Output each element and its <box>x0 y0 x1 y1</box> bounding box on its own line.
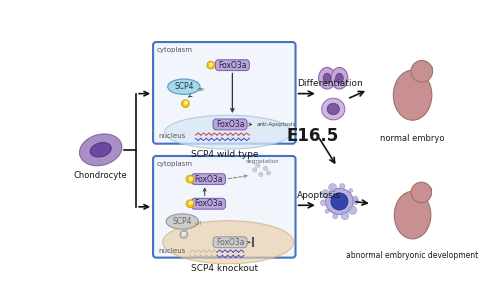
Text: Differentiation: Differentiation <box>297 79 363 88</box>
Circle shape <box>320 200 326 206</box>
FancyBboxPatch shape <box>213 237 247 248</box>
Ellipse shape <box>426 66 432 71</box>
Text: on: on <box>198 86 204 91</box>
Ellipse shape <box>80 134 122 166</box>
Ellipse shape <box>164 115 292 149</box>
Text: SCP4: SCP4 <box>174 82 194 91</box>
Ellipse shape <box>166 214 198 229</box>
Ellipse shape <box>318 68 336 89</box>
Text: FoxO3a: FoxO3a <box>216 238 244 247</box>
Circle shape <box>252 168 257 172</box>
Ellipse shape <box>394 70 432 120</box>
Ellipse shape <box>326 188 353 214</box>
Circle shape <box>349 189 353 193</box>
Text: abnormal embryonic development: abnormal embryonic development <box>346 251 478 260</box>
Text: P: P <box>188 177 192 181</box>
Text: FoxO3a: FoxO3a <box>218 61 246 70</box>
Circle shape <box>328 184 336 191</box>
Ellipse shape <box>331 193 348 210</box>
Text: degradation: degradation <box>246 159 279 164</box>
Ellipse shape <box>411 182 432 203</box>
Ellipse shape <box>168 79 200 94</box>
Text: cytoplasm: cytoplasm <box>157 47 193 53</box>
Text: P: P <box>182 232 186 237</box>
Circle shape <box>322 190 330 198</box>
Text: P: P <box>209 62 213 68</box>
Circle shape <box>352 198 358 205</box>
Circle shape <box>264 166 268 170</box>
Text: Apoptosis: Apoptosis <box>297 191 341 200</box>
Text: anti-Apoptosis: anti-Apoptosis <box>257 122 296 127</box>
FancyBboxPatch shape <box>192 198 226 209</box>
Text: SCP4 knockout: SCP4 knockout <box>190 264 258 273</box>
Circle shape <box>325 209 329 213</box>
Text: E16.5: E16.5 <box>286 127 339 145</box>
Text: FoxO3a: FoxO3a <box>216 120 244 129</box>
Text: Chondrocyte: Chondrocyte <box>74 171 128 180</box>
Circle shape <box>182 100 190 107</box>
Text: FoxO3a: FoxO3a <box>194 199 223 208</box>
Ellipse shape <box>90 143 112 157</box>
FancyBboxPatch shape <box>153 42 296 144</box>
Circle shape <box>266 171 270 175</box>
Text: nucleus: nucleus <box>158 133 186 139</box>
Circle shape <box>341 212 349 220</box>
FancyBboxPatch shape <box>192 174 226 184</box>
Ellipse shape <box>162 221 294 264</box>
Text: P: P <box>184 101 188 106</box>
FancyBboxPatch shape <box>153 156 296 258</box>
Circle shape <box>256 163 260 167</box>
Ellipse shape <box>394 191 431 239</box>
Ellipse shape <box>331 68 348 89</box>
Text: cytoplasm: cytoplasm <box>157 161 193 167</box>
Circle shape <box>332 214 338 219</box>
Circle shape <box>348 206 357 214</box>
Ellipse shape <box>327 103 340 115</box>
Text: FoxO3a: FoxO3a <box>194 175 223 184</box>
Circle shape <box>186 175 194 183</box>
Text: SCP4: SCP4 <box>172 217 192 226</box>
Ellipse shape <box>411 60 432 82</box>
Ellipse shape <box>322 98 345 120</box>
Circle shape <box>207 61 214 69</box>
Circle shape <box>352 196 358 202</box>
Ellipse shape <box>323 73 331 83</box>
FancyBboxPatch shape <box>213 119 247 130</box>
Circle shape <box>180 231 188 238</box>
FancyBboxPatch shape <box>216 60 250 71</box>
Text: normal embryo: normal embryo <box>380 134 445 143</box>
Text: SCP4 wild type: SCP4 wild type <box>190 150 258 159</box>
Circle shape <box>186 200 194 208</box>
Text: off: off <box>194 221 202 226</box>
Circle shape <box>340 184 345 189</box>
Ellipse shape <box>426 187 432 192</box>
Text: nucleus: nucleus <box>158 248 186 254</box>
Circle shape <box>258 172 263 177</box>
Ellipse shape <box>336 73 344 83</box>
Text: P: P <box>188 201 192 206</box>
